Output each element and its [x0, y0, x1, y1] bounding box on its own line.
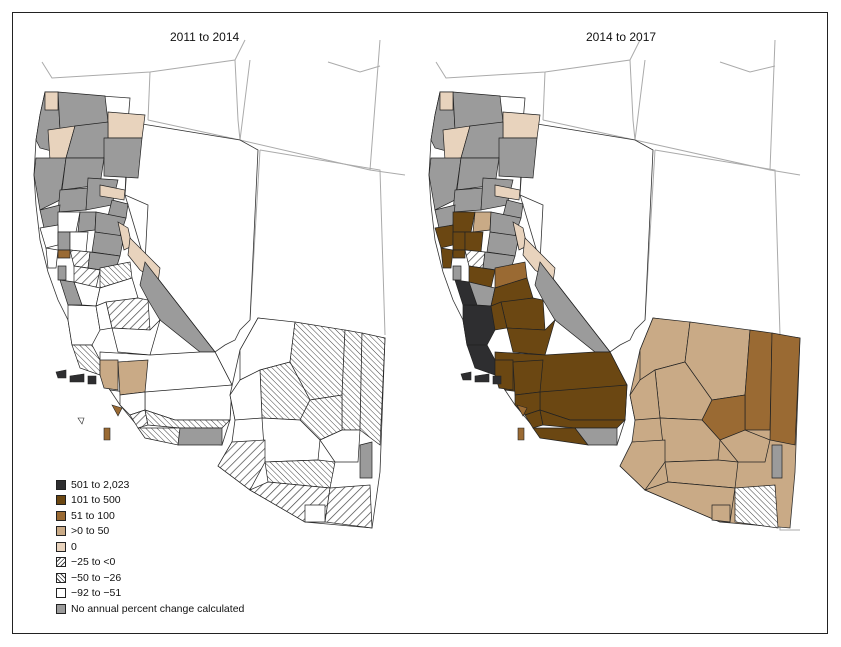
county-eldorado	[91, 231, 125, 257]
panel-title-left: 2011 to 2014	[170, 30, 240, 44]
legend-item: −92 to −51	[56, 586, 244, 602]
county-modoc	[107, 111, 146, 139]
county-colusa-white	[57, 211, 81, 233]
legend-swatch	[56, 572, 66, 583]
nevada-2	[519, 121, 654, 353]
az-cochise-hatch	[324, 484, 373, 529]
county-sb-brown	[99, 359, 119, 391]
legend-swatch	[56, 557, 66, 568]
az-apache-hatch	[359, 332, 386, 446]
legend-swatch	[56, 541, 66, 552]
legend-label: −25 to <0	[71, 556, 116, 569]
map-2011-2014	[33, 39, 406, 529]
legend-swatch	[56, 510, 66, 521]
legend-item: No annual percent change calculated	[56, 601, 244, 617]
legend-item: −50 to −26	[56, 570, 244, 586]
panel-title-right: 2014 to 2017	[586, 30, 657, 44]
az-greenlee-grey	[359, 441, 373, 479]
island-6	[77, 417, 85, 425]
legend-label: 501 to 2,023	[71, 478, 130, 491]
nevada	[124, 121, 259, 353]
island-3	[87, 375, 97, 385]
county-fresno-hatch	[105, 297, 151, 331]
county-sf-grey	[57, 265, 67, 281]
az-graham-white	[319, 429, 361, 463]
legend-item: >0 to 50	[56, 524, 244, 540]
county-solano-brown	[57, 249, 71, 259]
county-lassen	[103, 137, 143, 179]
island-4	[111, 404, 123, 417]
legend-label: 51 to 100	[71, 509, 115, 522]
legend-label: −92 to −51	[71, 587, 122, 600]
legend-swatch	[56, 526, 66, 537]
county-beige-n	[44, 91, 59, 111]
legend-item: 51 to 100	[56, 508, 244, 524]
legend-item: 101 to 500	[56, 493, 244, 509]
county-marin-white	[45, 247, 59, 269]
legend-swatch	[56, 495, 66, 506]
map-2014-2017	[428, 39, 801, 531]
legend-swatch	[56, 588, 66, 599]
county-yolo-white	[69, 231, 89, 253]
county-ventura-brown	[117, 359, 149, 396]
county-sutter	[77, 211, 97, 233]
county-sandiego-hatch	[137, 427, 181, 446]
legend-swatch	[56, 603, 66, 614]
county-monterey-white	[67, 304, 101, 346]
county-plumas-beige	[99, 184, 126, 201]
legend-item: 501 to 2,023	[56, 477, 244, 493]
county-napa-grey	[57, 231, 71, 251]
legend-item: 0	[56, 539, 244, 555]
legend: 501 to 2,023 101 to 500 51 to 100 >0 to …	[56, 477, 244, 617]
county-imperial-grey	[177, 427, 223, 446]
county-mendocino	[33, 157, 67, 211]
legend-label: >0 to 50	[71, 525, 110, 538]
az-navajo-hatch	[341, 329, 363, 431]
legend-item: −25 to <0	[56, 555, 244, 571]
az-pinal-hatch	[264, 459, 336, 489]
island-1	[55, 369, 67, 379]
island-5	[103, 427, 111, 441]
legend-label: 0	[71, 540, 77, 553]
az-yuma-hatch	[217, 439, 266, 491]
legend-swatch	[56, 479, 66, 490]
county-tulare-white	[111, 318, 161, 356]
az-lapaz-white	[229, 369, 263, 421]
county-glenn	[57, 187, 89, 213]
legend-label: 101 to 500	[71, 494, 121, 507]
az-santacruz-white	[304, 504, 326, 523]
island-2	[69, 373, 85, 383]
legend-label: −50 to −26	[71, 571, 122, 584]
legend-label: No annual percent change calculated	[71, 602, 245, 615]
